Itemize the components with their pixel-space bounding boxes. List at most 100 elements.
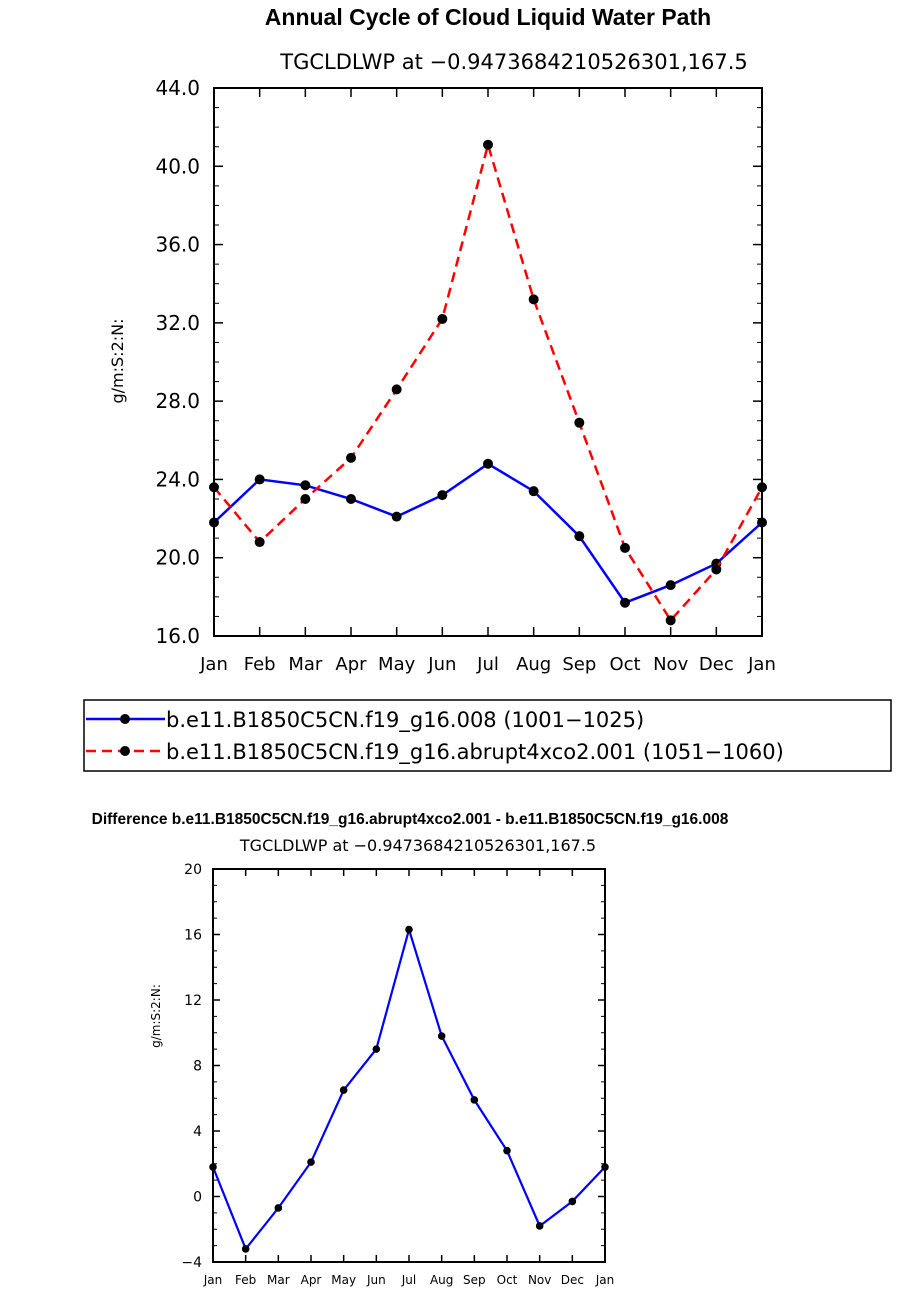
x-tick-label: Feb (244, 654, 276, 675)
x-tick-label: Oct (497, 1273, 518, 1287)
series-0-point (346, 494, 356, 504)
series-0-point (405, 925, 413, 934)
series-0-point (241, 1245, 250, 1253)
y-tick-label: 4 (193, 1124, 202, 1140)
series-1-point (620, 542, 630, 553)
x-tick-label: Sep (463, 1273, 486, 1287)
x-tick-label: Jul (476, 654, 499, 675)
x-tick-label: Jan (203, 1273, 223, 1287)
y-tick-label: 12 (184, 993, 202, 1009)
legend-label-4xco2: b.e11.B1850C5CN.f19_g16.abrupt4xco2.001 … (166, 740, 784, 765)
y-tick-label: 32.0 (155, 311, 200, 335)
series-0-point (535, 1222, 544, 1230)
chart1-title: Annual Cycle of Cloud Liquid Water Path (265, 4, 711, 30)
series-0-point (568, 1197, 577, 1206)
y-tick-label: 16.0 (155, 624, 200, 648)
series-0-point (372, 1045, 381, 1053)
series-1-point (437, 313, 448, 324)
y-tick-label: 20 (184, 862, 202, 878)
x-tick-label: Feb (235, 1273, 256, 1287)
series-0-point (209, 1163, 217, 1171)
chart2-title: Difference b.e11.B1850C5CN.f19_g16.abrup… (92, 811, 729, 828)
series-1-point (300, 494, 311, 504)
x-tick-label: Apr (335, 654, 367, 675)
y-tick-label: 44.0 (155, 76, 200, 100)
series-0-point (757, 517, 767, 528)
series-0-point (437, 1032, 446, 1040)
chart1-series (209, 139, 767, 626)
y-tick-label: 16 (184, 927, 202, 943)
series-1-point (254, 537, 265, 548)
series-0-point (665, 580, 676, 591)
series-1-point (346, 452, 356, 463)
chart-annual-cycle: Annual Cycle of Cloud Liquid Water Path … (83, 4, 892, 772)
x-tick-label: Nov (528, 1273, 551, 1287)
x-tick-label: Jun (366, 1273, 386, 1287)
chart1-plot-frame (213, 87, 763, 637)
series-0-point (528, 486, 539, 497)
y-tick-label: 0 (193, 1189, 202, 1205)
x-tick-label: Apr (301, 1273, 322, 1287)
series-0-point (391, 511, 402, 522)
x-tick-label: Jun (427, 654, 456, 675)
x-tick-label: Jul (401, 1273, 416, 1287)
x-tick-label: Jan (595, 1273, 615, 1287)
series-1-point (391, 384, 402, 395)
x-tick-label: Jan (747, 654, 776, 675)
series-0-point (601, 1163, 609, 1171)
series-0-point (483, 458, 493, 469)
x-tick-label: Dec (561, 1273, 584, 1287)
x-tick-label: Dec (699, 654, 734, 675)
y-tick-label: −4 (181, 1255, 202, 1271)
chart1-axes: Jan Feb Mar Apr May Jun Jul Aug Sep Oct Nov Dec Jan 1… (155, 76, 775, 675)
legend-frame (83, 699, 892, 772)
series-1-point (574, 417, 585, 428)
x-tick-label: Sep (562, 654, 596, 675)
x-tick-label: May (378, 654, 416, 675)
series-0-point (503, 1146, 511, 1155)
x-tick-label: May (331, 1273, 356, 1287)
series-1-point (483, 139, 493, 150)
chart2-axes: Jan Feb Mar Apr May Jun Jul Aug Sep Oct Nov Dec Jan−… (181, 862, 614, 1287)
series-0-point (620, 597, 630, 608)
series-line-1 (213, 140, 764, 623)
chart1-legend: b.e11.B1850C5CN.f19_g16.008 (1001−1025) … (83, 699, 892, 772)
x-tick-label: Aug (516, 654, 551, 675)
series-1-point (665, 615, 676, 626)
legend-marker-ctrl (120, 714, 130, 724)
chart-difference: Difference b.e11.B1850C5CN.f19_g16.abrup… (92, 811, 729, 1287)
x-tick-label: Mar (267, 1273, 290, 1287)
series-0-point (339, 1086, 348, 1094)
x-tick-label: Jan (199, 654, 228, 675)
chart2-series (209, 925, 609, 1253)
legend-label-ctrl: b.e11.B1850C5CN.f19_g16.008 (1001−1025) (166, 708, 644, 733)
chart1-subtitle: TGCLDLWP at −0.9473684210526301,167.5 (279, 50, 748, 74)
y-tick-label: 28.0 (155, 389, 200, 413)
y-tick-label: 40.0 (155, 154, 200, 178)
series-1-point (757, 482, 767, 493)
series-0-point (274, 1204, 283, 1212)
y-tick-label: 20.0 (155, 546, 200, 570)
series-1-point (528, 294, 539, 305)
legend-marker-4xco2 (120, 746, 130, 756)
y-tick-label: 24.0 (155, 467, 200, 491)
y-tick-label: 8 (193, 1058, 202, 1074)
series-1-point (711, 564, 722, 575)
series-0-point (307, 1158, 315, 1166)
series-0-point (300, 480, 311, 491)
x-tick-label: Mar (288, 654, 323, 675)
x-tick-label: Oct (609, 654, 640, 675)
series-0-point (437, 490, 448, 501)
chart2-ylabel: g/m:S:2:N: (149, 984, 163, 1048)
x-tick-label: Nov (653, 654, 688, 675)
x-tick-label: Aug (430, 1273, 453, 1287)
series-line-0 (211, 925, 606, 1252)
series-0-point (254, 474, 265, 485)
series-0-point (574, 531, 585, 542)
series-line-0 (213, 462, 763, 605)
series-1-point (209, 482, 219, 493)
chart1-ylabel: g/m:S:2:N: (108, 319, 127, 404)
y-tick-label: 36.0 (155, 233, 200, 257)
chart2-subtitle: TGCLDLWP at −0.9473684210526301,167.5 (239, 836, 596, 855)
